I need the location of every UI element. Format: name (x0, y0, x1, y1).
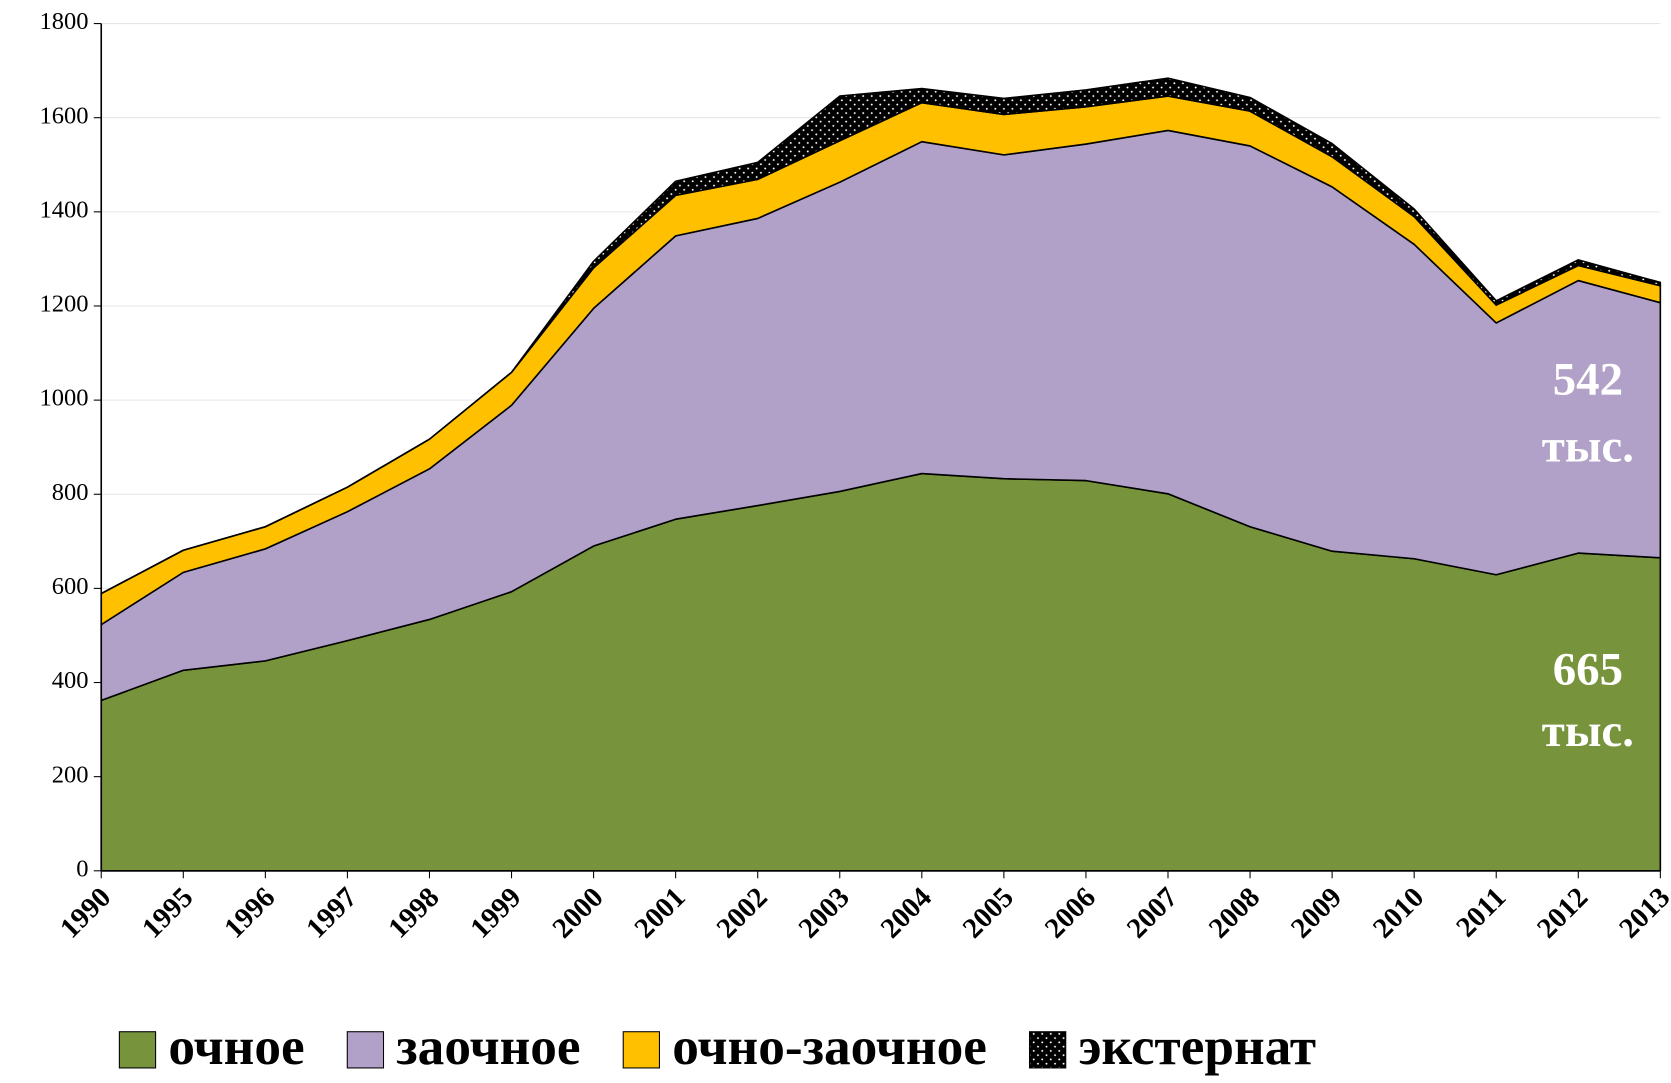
legend-swatch (1028, 1031, 1067, 1069)
x-tick-label: 2005 (957, 881, 1020, 944)
annotation: 542 (1553, 354, 1623, 406)
y-tick-label: 600 (52, 573, 89, 600)
annotation: тыс. (1542, 705, 1634, 757)
x-tick-label: 2009 (1285, 881, 1348, 944)
x-tick-label: 2003 (792, 881, 855, 944)
x-tick-label: 2013 (1613, 881, 1671, 944)
area (100, 77, 1662, 595)
y-tick-label: 400 (52, 667, 89, 694)
y-tick-label: 0 (76, 855, 88, 882)
y-tick-label: 1400 (39, 196, 88, 223)
x-tick-label: 2010 (1367, 881, 1430, 944)
x-tick-label: 1999 (464, 881, 527, 944)
x-tick-label: 1996 (218, 881, 281, 944)
annotation: тыс. (1542, 421, 1634, 473)
legend-label: очно-заочное (672, 1017, 987, 1076)
x-tick-label: 2004 (875, 881, 938, 944)
x-tick-label: 2001 (628, 881, 691, 944)
x-tick-label: 2006 (1039, 881, 1102, 944)
legend-label: экстернат (1079, 1017, 1317, 1076)
y-tick-label: 1800 (39, 8, 88, 35)
legend-swatch (346, 1031, 385, 1069)
x-tick-label: 1998 (382, 881, 445, 944)
legend-label: очное (168, 1017, 304, 1076)
legend-label: заочное (396, 1017, 580, 1076)
y-tick-label: 1000 (39, 385, 88, 412)
x-tick-label: 2008 (1203, 881, 1266, 944)
legend-swatch (622, 1031, 660, 1069)
x-tick-label: 1995 (136, 881, 199, 944)
x-tick-label: 2002 (710, 881, 773, 944)
x-tick-label: 2011 (1450, 881, 1512, 943)
y-tick-label: 800 (52, 479, 89, 506)
y-tick-label: 200 (52, 761, 89, 788)
legend-swatch (118, 1031, 157, 1069)
x-tick-label: 2012 (1531, 881, 1594, 944)
x-tick-label: 2007 (1121, 881, 1184, 944)
y-tick-label: 1600 (39, 102, 88, 129)
annotation: 665 (1553, 643, 1623, 695)
x-tick-label: 1990 (54, 881, 117, 944)
x-tick-label: 1997 (300, 881, 363, 944)
y-tick-label: 1200 (39, 291, 88, 318)
x-tick-label: 2000 (546, 881, 609, 944)
